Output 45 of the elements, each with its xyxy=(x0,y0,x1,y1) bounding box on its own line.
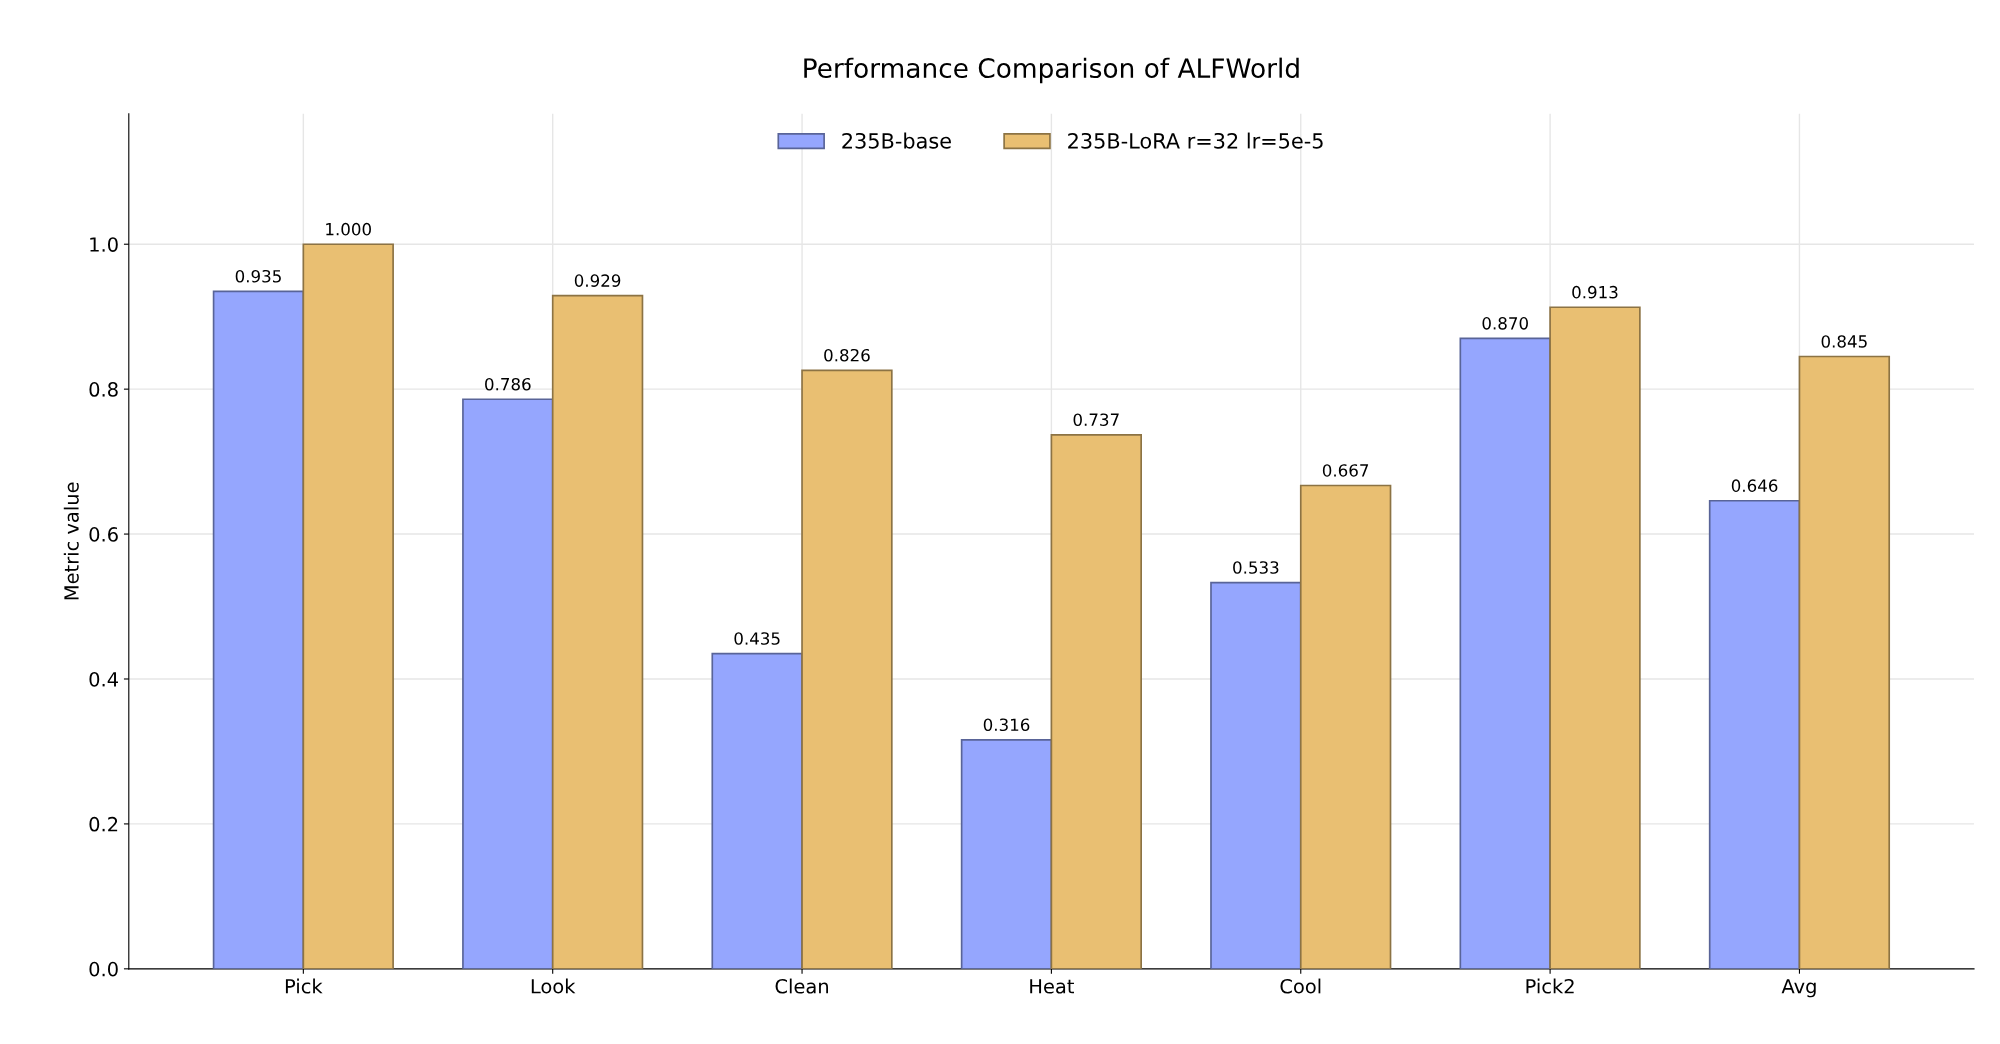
bar xyxy=(1549,306,1641,969)
data-label: 0.786 xyxy=(485,377,531,391)
bar xyxy=(1459,337,1551,969)
bar xyxy=(1299,484,1392,969)
x-tick-label: Clean xyxy=(775,978,828,994)
y-tick-label: 0.4 xyxy=(89,671,118,687)
data-label: 0.913 xyxy=(1572,285,1618,299)
legend-label: 235B-LoRA r=32 lr=5e-5 xyxy=(1068,132,1323,149)
data-label: 0.533 xyxy=(1233,561,1279,574)
x-tick-label: Pick2 xyxy=(1526,978,1574,994)
data-label: 0.646 xyxy=(1731,479,1778,492)
bar xyxy=(212,290,305,969)
bar xyxy=(711,652,803,969)
bar xyxy=(1708,499,1801,969)
bar xyxy=(1798,355,1891,969)
x-tick-label: Pick xyxy=(285,978,323,994)
bar xyxy=(960,739,1053,969)
chart-title: Performance Comparison of ALFWorld xyxy=(804,57,1299,84)
y-tick-label: 0.2 xyxy=(89,816,118,832)
data-label: 0.826 xyxy=(824,348,870,362)
y-axis-title: Metric value xyxy=(63,482,79,600)
x-tick-label: Heat xyxy=(1030,979,1074,994)
bar xyxy=(1210,581,1302,969)
y-tick-label: 1.0 xyxy=(90,237,118,252)
x-tick-label: Avg xyxy=(1781,979,1816,998)
bar xyxy=(302,243,394,969)
data-label: 1.000 xyxy=(326,222,371,236)
x-tick-label: Look xyxy=(531,978,576,994)
y-tick-label: 0.8 xyxy=(89,382,118,397)
data-label: 0.667 xyxy=(1322,464,1369,477)
x-tick-label: Cool xyxy=(1280,978,1321,994)
bar xyxy=(801,369,893,969)
data-label: 0.435 xyxy=(734,632,780,645)
legend-label: 235B-base xyxy=(842,132,951,149)
data-label: 0.845 xyxy=(1821,335,1867,348)
data-label: 0.935 xyxy=(235,269,281,283)
data-label: 0.870 xyxy=(1482,317,1528,330)
y-tick-label: 0.0 xyxy=(89,961,118,977)
y-tick-label: 0.6 xyxy=(89,527,118,542)
data-label: 0.737 xyxy=(1073,413,1119,427)
data-label: 0.316 xyxy=(983,718,1030,732)
bar xyxy=(1050,433,1143,969)
bar xyxy=(551,294,644,969)
bar xyxy=(462,398,554,969)
data-label: 0.929 xyxy=(574,274,621,287)
